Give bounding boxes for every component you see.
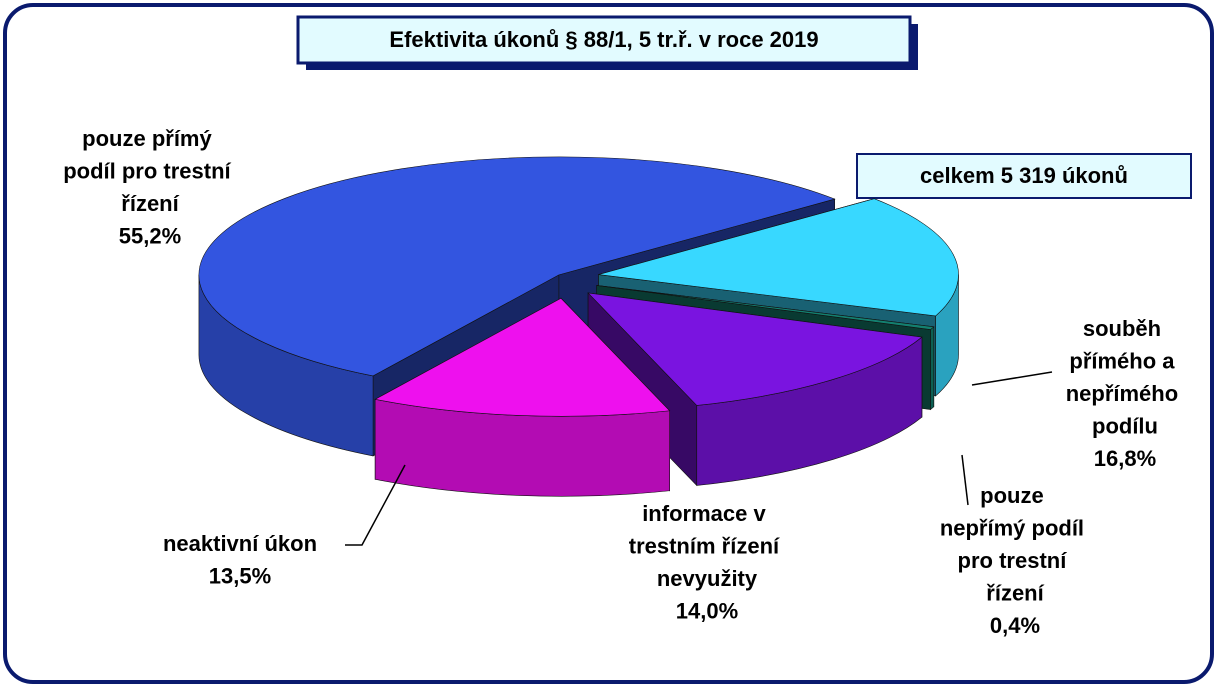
leader-line bbox=[961, 454, 969, 506]
slice-top bbox=[198, 156, 836, 377]
value-label: 16,8% bbox=[1094, 446, 1156, 471]
value-label: 55,2% bbox=[119, 223, 181, 248]
leader-line bbox=[971, 371, 1053, 386]
value-label: 13,5% bbox=[209, 563, 271, 588]
leader-line bbox=[345, 464, 406, 546]
slice-side bbox=[930, 326, 935, 411]
labels: pouze přímý podíl pro trestní řízení 55,2… bbox=[63, 126, 1184, 638]
annotation: celkem 5 319 úkonů bbox=[920, 163, 1128, 188]
pie bbox=[198, 156, 959, 497]
chart-title: Efektivita úkonů § 88/1, 5 tr.ř. v roce … bbox=[389, 27, 818, 52]
title-box bbox=[296, 15, 912, 65]
annotation-box bbox=[856, 153, 1192, 199]
slice-top bbox=[587, 292, 923, 406]
category-label: pouze přímý podíl pro trestní řízení bbox=[63, 126, 237, 216]
value-label: 14,0% bbox=[676, 598, 738, 623]
category-label: pouze nepřímý podíl pro trestní řízení bbox=[940, 483, 1090, 606]
slice-top bbox=[596, 285, 935, 330]
category-label: souběh přímého a nepřímého podílu bbox=[1066, 316, 1185, 439]
slice-top bbox=[374, 297, 671, 417]
slice-top bbox=[598, 198, 959, 317]
category-label: informace v trestním řízení nevyužity bbox=[629, 501, 785, 591]
category-label: neaktivní úkon bbox=[163, 531, 317, 556]
value-label: 0,4% bbox=[990, 613, 1040, 638]
slice bbox=[374, 297, 671, 497]
